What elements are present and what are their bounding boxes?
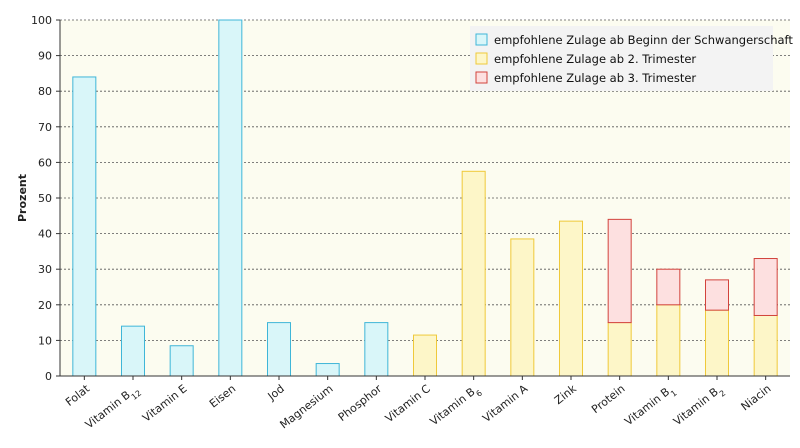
bar-1: [364, 322, 389, 377]
legend: empfohlene Zulage ab Beginn der Schwange…: [470, 26, 793, 91]
y-axis-label: Prozent: [16, 174, 29, 222]
x-tick-label: Vitamin B2: [671, 382, 727, 431]
x-tick-label: Vitamin A: [480, 382, 530, 425]
y-tick-label: 100: [31, 14, 52, 27]
bar-1: [218, 19, 243, 377]
x-tick-label: Zink: [552, 382, 579, 407]
legend-swatch: [475, 71, 488, 84]
y-tick-label: 40: [38, 228, 52, 241]
bar-2: [510, 238, 535, 377]
y-tick-label: 30: [38, 263, 52, 276]
bar-1: [267, 322, 291, 377]
y-tick-label: 0: [45, 370, 52, 383]
y-axis-ticks: 0 10 20 30 40 50 60 70 80 90 100: [31, 14, 60, 383]
y-tick-label: 60: [38, 156, 52, 169]
x-tick-label: Niacin: [739, 382, 774, 413]
bar-3: [607, 218, 632, 324]
bar-1: [169, 345, 194, 377]
x-tick-label: Protein: [589, 382, 627, 416]
bar-1: [121, 325, 145, 377]
x-tick-label: Folat: [63, 382, 93, 409]
legend-background: [470, 26, 773, 91]
bar-2: [705, 309, 729, 377]
legend-label: empfohlene Zulage ab 2. Trimester: [494, 52, 696, 66]
bar-2: [656, 304, 681, 377]
x-tick-label: Vitamin B1: [622, 382, 678, 431]
x-tick-label: Vitamin E: [140, 382, 189, 425]
bar-2: [753, 314, 778, 377]
bar-3: [656, 268, 681, 306]
legend-label: empfohlene Zulage ab Beginn der Schwange…: [494, 33, 793, 47]
x-tick-label: Magnesium: [278, 382, 336, 431]
grid-lines: [60, 19, 790, 341]
legend-swatch: [475, 33, 488, 46]
x-tick-label: Vitamin B6: [428, 382, 484, 431]
y-tick-label: 10: [38, 334, 52, 347]
legend-label: empfohlene Zulage ab 3. Trimester: [494, 71, 696, 85]
bar-2: [461, 170, 486, 377]
y-tick-label: 80: [38, 85, 52, 98]
x-tick-label: Vitamin C: [383, 382, 433, 425]
y-tick-label: 90: [38, 50, 52, 63]
x-tick-label: Eisen: [207, 382, 238, 410]
bar-3: [753, 258, 778, 316]
bar-3: [705, 279, 729, 311]
y-tick-label: 70: [38, 121, 52, 134]
x-tick-label: Jod: [265, 382, 287, 403]
y-tick-label: 50: [38, 192, 52, 205]
bar-2: [413, 334, 437, 377]
legend-swatch: [475, 52, 488, 65]
x-tick-label: Phosphor: [336, 382, 385, 424]
x-tick-label: Vitamin B12: [83, 382, 143, 434]
bar-1: [72, 76, 97, 377]
bar-2: [607, 322, 632, 377]
bars: [72, 19, 778, 377]
bar-1: [315, 363, 340, 377]
y-tick-label: 20: [38, 299, 52, 312]
bar-2: [559, 220, 583, 377]
